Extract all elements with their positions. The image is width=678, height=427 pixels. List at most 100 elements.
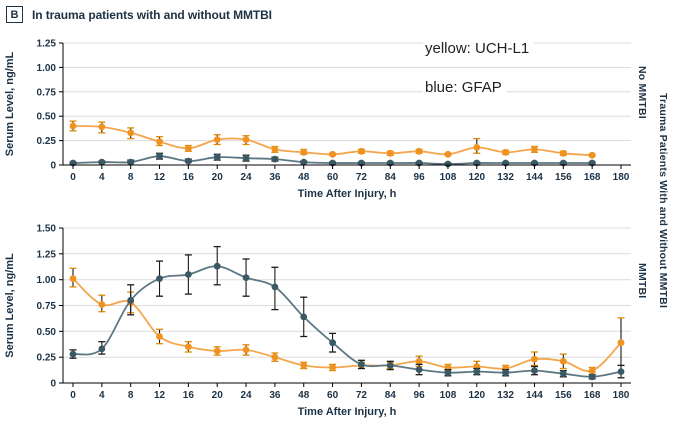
data-point — [300, 148, 308, 156]
x-tick-label: 48 — [298, 390, 310, 401]
data-point — [213, 136, 221, 144]
data-point — [415, 366, 423, 373]
y-tick-label: 0.25 — [37, 136, 57, 147]
y-tick-label: 0.50 — [37, 327, 57, 338]
x-tick-label: 144 — [526, 172, 543, 183]
x-tick-label: 108 — [440, 390, 457, 401]
data-point — [415, 357, 423, 365]
y-tick-label: 0.75 — [37, 301, 57, 312]
y-tick-label: 0.50 — [37, 112, 57, 123]
y-tick-label: 1.50 — [37, 224, 57, 235]
x-tick-label: 48 — [298, 172, 310, 183]
data-point — [358, 147, 365, 155]
data-point — [69, 350, 77, 358]
data-point — [473, 368, 481, 375]
data-point — [184, 145, 192, 152]
data-point — [242, 346, 250, 354]
x-tick-label: 16 — [183, 390, 195, 401]
x-tick-label: 96 — [414, 390, 426, 401]
x-tick-label: 168 — [584, 172, 601, 183]
data-point — [98, 123, 106, 131]
data-point — [184, 157, 192, 165]
x-tick-label: 36 — [269, 172, 281, 183]
series-gfap — [69, 245, 625, 381]
data-point — [127, 296, 135, 304]
data-point — [98, 345, 106, 353]
data-point — [502, 148, 510, 156]
x-tick-label: 16 — [183, 172, 195, 183]
data-point — [531, 355, 538, 363]
panel-label-mmtbi: MMTBI — [636, 263, 648, 299]
data-point — [156, 138, 163, 146]
x-tick-label: 132 — [497, 390, 514, 401]
x-tick-label: 72 — [356, 390, 368, 401]
chart-no-mmtbi: 00.250.500.751.001.250 4 8 12 16 20 24 36 48 60 72… — [4, 39, 631, 200]
data-point — [617, 339, 625, 347]
x-tick-label: 60 — [327, 390, 339, 401]
gridlines — [63, 227, 631, 358]
data-point — [300, 313, 308, 321]
data-point — [184, 343, 192, 351]
data-point — [588, 367, 596, 374]
gridlines — [63, 42, 631, 142]
x-tick-label: 4 — [99, 172, 105, 183]
x-tick-label: 20 — [212, 390, 224, 401]
data-point — [156, 152, 163, 160]
outer-group-label: Trauma Patients With and Without MMTBI — [657, 93, 669, 309]
data-point — [98, 158, 106, 166]
x-axis-title: Time After Injury, h — [298, 188, 397, 200]
x-tick-label: 120 — [468, 172, 485, 183]
data-point — [531, 367, 538, 374]
data-point — [329, 339, 336, 347]
chart-mmtbi: 00.250.500.751.001.251.500 4 8 12 16 20 24 36 48… — [4, 224, 631, 418]
x-tick-label: 12 — [154, 172, 166, 183]
x-tick-label: 180 — [613, 390, 630, 401]
x-tick-label: 24 — [240, 172, 252, 183]
data-point — [156, 333, 163, 340]
data-point — [444, 160, 452, 168]
axes: 00.250.500.751.001.250 4 8 12 16 20 24 36 48 60 72… — [37, 39, 631, 183]
series-uch-l1 — [69, 120, 596, 159]
panel-letter: B — [10, 8, 19, 21]
y-tick-label: 1.00 — [37, 275, 57, 286]
axes: 00.250.500.751.001.251.500 4 8 12 16 20 24 36 48… — [37, 224, 631, 401]
x-tick-label: 36 — [269, 390, 281, 401]
data-point — [271, 353, 279, 361]
x-tick-label: 20 — [212, 172, 224, 183]
data-point — [415, 147, 423, 155]
y-axis-title: Serum Level, ng/mL — [4, 51, 16, 156]
x-tick-label: 120 — [468, 390, 485, 401]
data-point — [242, 154, 250, 162]
figure-header: B In trauma patients with and without MM… — [6, 6, 272, 23]
data-point — [300, 362, 308, 369]
x-tick-label: 108 — [440, 172, 457, 183]
x-tick-label: 60 — [327, 172, 339, 183]
x-tick-label: 24 — [240, 390, 252, 401]
x-tick-label: 144 — [526, 390, 543, 401]
data-point — [156, 275, 163, 282]
data-point — [69, 275, 77, 282]
series-line — [72, 265, 622, 378]
y-tick-label: 1.25 — [37, 249, 57, 260]
x-tick-label: 4 — [99, 390, 105, 401]
data-point — [559, 149, 567, 157]
x-tick-label: 8 — [128, 390, 134, 401]
x-tick-label: 8 — [128, 172, 134, 183]
legend-note-gfap: blue: GFAP — [423, 79, 507, 97]
data-point — [559, 370, 567, 378]
data-point — [213, 262, 221, 270]
x-tick-label: 12 — [154, 390, 166, 401]
x-tick-label: 0 — [70, 390, 76, 401]
y-tick-label: 0 — [50, 379, 56, 390]
y-tick-label: 1.00 — [37, 63, 57, 74]
y-tick-label: 1.25 — [37, 39, 57, 50]
data-point — [444, 150, 452, 158]
data-point — [329, 364, 336, 371]
data-point — [213, 347, 221, 355]
data-point — [69, 122, 77, 130]
data-point — [271, 146, 279, 153]
data-point — [617, 368, 625, 375]
x-axis-title: Time After Injury, h — [298, 406, 397, 418]
